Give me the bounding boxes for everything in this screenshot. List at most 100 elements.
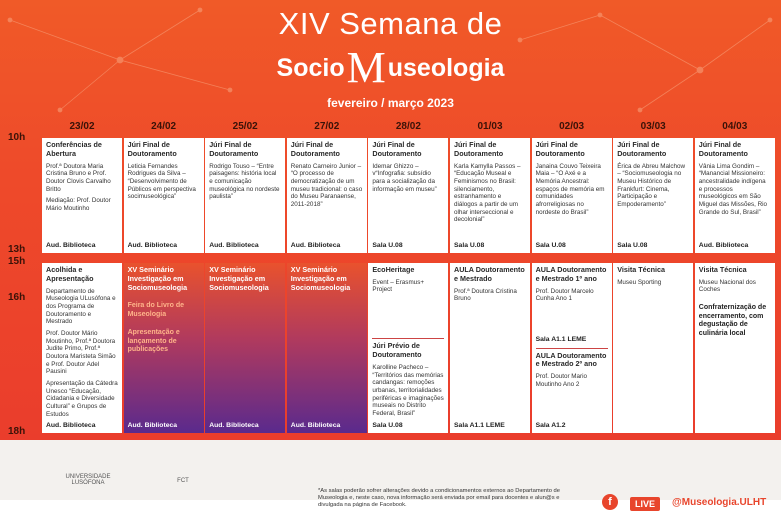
schedule-cell: Júri Final de Doutoramento Janaina Couvo …	[531, 138, 612, 253]
event-title: XV Seminário Investigação em Sociomuseol…	[290, 265, 351, 292]
event-text: Leticia Fernandes Rodrigues da Silva – “…	[127, 162, 196, 201]
event-place: Sala U.08	[372, 241, 403, 249]
event-text: Rodrigo Touso – “Entre paisagens: histór…	[209, 162, 280, 201]
event-title: Acolhida e Apresentação	[46, 265, 94, 283]
event-title: Júri Final de Doutoramento	[698, 140, 748, 158]
event-title: Júri Final de Doutoramento	[535, 140, 585, 158]
event-title: AULA Doutoramento e Mestrado 2º ano	[535, 350, 607, 369]
event-text: Janaina Couvo Teixeira Maia – “O Axé e a…	[535, 162, 605, 216]
schedule-cell: Júri Final de Doutoramento Leticia Fernan…	[123, 138, 204, 253]
event-place: Aud. Biblioteca	[698, 241, 749, 249]
event-title: Júri Final de Doutoramento	[127, 140, 177, 158]
event-place: Sala U.08	[535, 241, 566, 249]
footer: *As salas poderão sofrer alterações devi…	[0, 440, 781, 511]
event-block: AULA Doutoramento e Mestrado 1º ano Prof.…	[535, 265, 608, 345]
schedule-cell: AULA Doutoramento e Mestrado 1º ano Prof.…	[531, 263, 612, 433]
event-note: Apresentação e lançamento de publicações	[127, 329, 180, 354]
event-text: Karla Kamylla Passos – “Educação Museal …	[454, 162, 521, 224]
event-place: Aud. Biblioteca	[46, 241, 96, 249]
event-block: Júri Final de Doutoramento Érica de Abreu…	[617, 140, 689, 250]
title-line2: SocioMuseologia	[0, 42, 781, 93]
time-label: 16h	[8, 292, 26, 303]
event-place: Sala U.08	[372, 421, 403, 429]
event-title: Júri Final de Doutoramento	[454, 140, 504, 158]
event-text: Museu Sporting	[617, 278, 662, 286]
schedule-cell: Júri Final de Doutoramento Idemar Ghizzo …	[368, 138, 449, 253]
title-part: Socio	[276, 54, 345, 82]
event-block: XV Seminário Investigação em Sociomuseol…	[209, 265, 281, 430]
event-block: AULA Doutoramento e Mestrado 2º ano Prof.…	[535, 347, 608, 431]
time-label: 18h	[8, 426, 26, 437]
event-block: Conferências de Abertura Prof.ª Doutora M…	[46, 140, 118, 250]
event-title: Júri Final de Doutoramento	[617, 140, 667, 158]
poster: XIV Semana de SocioMuseologia fevereiro …	[0, 0, 781, 440]
partner-logo: FCT	[177, 478, 189, 484]
schedule-cell: XV Seminário Investigação em Sociomuseol…	[123, 263, 204, 433]
event-block: Júri Final de Doutoramento Leticia Fernan…	[127, 140, 200, 250]
network-background	[7, 7, 773, 113]
schedule-cell: XV Seminário Investigação em Sociomuseol…	[286, 263, 367, 433]
event-block: Júri Final de Doutoramento Janaina Couvo …	[535, 140, 608, 250]
schedule-cell: Júri Final de Doutoramento Karla Kamylla …	[450, 138, 530, 253]
event-block: XV Seminário Investigação em Sociomuseol…	[127, 265, 200, 430]
event-place: Sala A1.2	[535, 421, 566, 429]
event-block: Júri Final de Doutoramento Rodrigo Touso …	[209, 140, 281, 250]
event-block: EcoHeritage Event – Erasmus+ Project	[372, 265, 444, 335]
event-note: Feira do Livro de Museologia	[127, 302, 184, 318]
event-place: Aud. Biblioteca	[127, 421, 178, 429]
event-text: Renato Carneiro Junior – “O processo de …	[290, 162, 363, 208]
event-title: Júri Final de Doutoramento	[209, 140, 259, 158]
event-place: Aud. Biblioteca	[290, 421, 341, 429]
event-text: Idemar Ghizzo – v“Infografia: subsídio p…	[372, 162, 437, 193]
schedule-cell: EcoHeritage Event – Erasmus+ Project Júri …	[368, 263, 449, 433]
event-block: Júri Final de Doutoramento Vânia Lima Gon…	[698, 140, 771, 250]
schedule-cell: Conferências de Abertura Prof.ª Doutora M…	[42, 138, 122, 253]
schedule-cell: Visita Técnica Museu Sporting	[613, 263, 694, 433]
event-title: Júri Prévio de Doutoramento	[372, 341, 422, 360]
event-text: Karolline Pacheco – “Territórios das mem…	[372, 364, 444, 418]
event-place: Sala U.08	[617, 241, 648, 249]
event-place: Sala U.08	[454, 241, 485, 249]
event-title: Conferências de Abertura	[46, 140, 102, 158]
footnote: *As salas poderão sofrer alterações devi…	[318, 488, 561, 509]
event-text: Apresentação da Cátedra Unesco “Educação…	[46, 379, 118, 418]
schedule-cell: Júri Final de Doutoramento Rodrigo Touso …	[205, 138, 286, 253]
schedule-cell: Júri Final de Doutoramento Vânia Lima Gon…	[694, 138, 775, 253]
title-part: useologia	[387, 54, 505, 82]
event-block: Visita Técnica Museu Sporting	[617, 265, 689, 430]
event-place: Aud. Biblioteca	[209, 421, 259, 429]
event-text: Prof. Doutor Marcelo Cunha Ano 1	[535, 287, 594, 303]
event-title: AULA Doutoramento e Mestrado	[454, 265, 525, 283]
event-place: Sala A1.1 LEME	[535, 336, 587, 344]
event-block: XV Seminário Investigação em Sociomuseol…	[290, 265, 363, 430]
event-text: Prof.ª Doutora Cristina Bruno	[454, 287, 517, 303]
event-block: Júri Prévio de Doutoramento Karolline Pac…	[372, 338, 445, 430]
title-letter: M	[346, 43, 386, 92]
event-text: Museu Nacional dos Coches	[698, 278, 756, 294]
event-place: Aud. Biblioteca	[46, 422, 96, 430]
event-title: Júri Final de Doutoramento	[372, 140, 422, 158]
schedule-cell: Acolhida e Apresentação Departamento de M…	[42, 263, 122, 433]
schedule-cell: Júri Final de Doutoramento Renato Carneir…	[286, 138, 367, 253]
day-header: 27/02	[314, 121, 340, 132]
event-block: Júri Final de Doutoramento Idemar Ghizzo …	[372, 140, 444, 250]
event-block: Acolhida e Apresentação Departamento de M…	[46, 265, 118, 431]
event-title: Visita Técnica	[698, 265, 747, 274]
subtitle: fevereiro / março 2023	[327, 96, 454, 110]
event-place: Aud. Biblioteca	[290, 241, 341, 249]
title-line1: XIV Semana de	[278, 6, 503, 41]
event-place: Aud. Biblioteca	[209, 241, 259, 249]
schedule-cell: XV Seminário Investigação em Sociomuseol…	[205, 263, 286, 433]
event-text: Prof. Doutor Mario Moutinho Ano 2	[535, 373, 588, 388]
schedule-cell: Júri Final de Doutoramento Érica de Abreu…	[613, 138, 694, 253]
event-block: Júri Final de Doutoramento Karla Kamylla …	[454, 140, 526, 250]
event-place: Sala A1.1 LEME	[454, 421, 505, 429]
event-title: EcoHeritage	[372, 265, 415, 274]
day-header: 28/02	[395, 121, 421, 132]
day-header: 04/03	[722, 121, 748, 132]
event-block: Visita Técnica Museu Nacional dos Coches C…	[698, 265, 771, 430]
day-header: 25/02	[232, 121, 258, 132]
event-text: Érica de Abreu Malchow – “Sociomuseologi…	[617, 162, 686, 208]
day-header: 03/03	[640, 121, 666, 132]
